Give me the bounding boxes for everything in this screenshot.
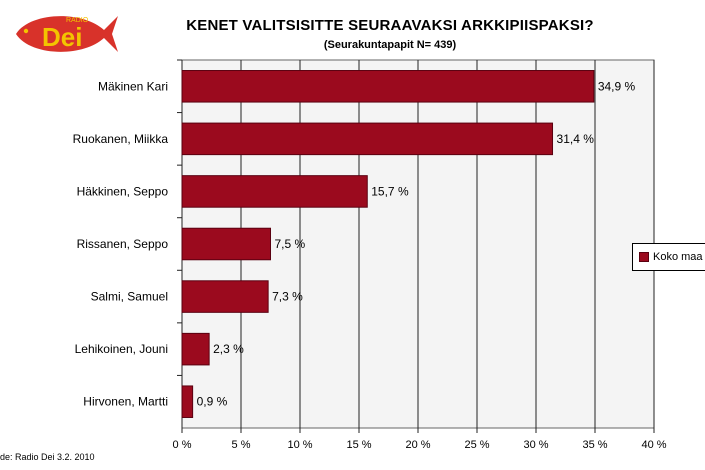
x-tick-label: 10 % [287, 439, 312, 451]
data-label: 34,9 % [598, 79, 636, 93]
bar [181, 227, 271, 261]
x-tick-label: 40 % [641, 439, 666, 451]
bar [181, 280, 269, 313]
data-label: 15,7 % [371, 184, 409, 198]
bar [181, 122, 554, 156]
x-tick-label: 25 % [464, 439, 489, 451]
logo-brand-text: Dei [42, 22, 82, 52]
data-label: 0,9 % [197, 395, 228, 409]
legend-label: Koko maa [653, 251, 703, 263]
x-tick-label: 35 % [582, 439, 607, 451]
x-tick-label: 15 % [346, 439, 371, 451]
category-label: Ruokanen, Miikka [73, 132, 169, 146]
category-label: Lehikoinen, Jouni [75, 342, 168, 356]
data-label: 7,3 % [272, 290, 303, 304]
legend-swatch [639, 252, 649, 262]
source-note: de: Radio Dei 3.2. 2010 [0, 452, 95, 462]
chart-title: KENET VALITSISITTE SEURAAVAKSI ARKKIPIIS… [186, 17, 594, 34]
x-tick-label: 20 % [405, 439, 430, 451]
bar [181, 70, 595, 103]
category-label: Hirvonen, Martti [83, 395, 168, 409]
x-tick-label: 0 % [173, 439, 192, 451]
bar [181, 175, 368, 208]
radio-dei-logo: RADIO Dei [12, 8, 122, 60]
category-label: Häkkinen, Seppo [77, 184, 169, 198]
x-tick-label: 5 % [232, 439, 251, 451]
data-label: 31,4 % [557, 132, 595, 146]
category-label: Rissanen, Seppo [77, 237, 169, 251]
bar [181, 332, 210, 366]
bar [181, 385, 194, 418]
data-label: 2,3 % [213, 342, 244, 356]
x-tick-label: 30 % [523, 439, 548, 451]
logo-radio-text: RADIO [66, 17, 89, 24]
fish-logo-icon: RADIO Dei [16, 16, 118, 52]
category-label: Mäkinen Kari [98, 79, 168, 93]
chart-legend: Koko maa [632, 243, 705, 271]
data-label: 7,5 % [275, 237, 306, 251]
chart-subtitle: (Seurakuntapapit N= 439) [323, 39, 457, 51]
category-label: Salmi, Samuel [91, 290, 168, 304]
